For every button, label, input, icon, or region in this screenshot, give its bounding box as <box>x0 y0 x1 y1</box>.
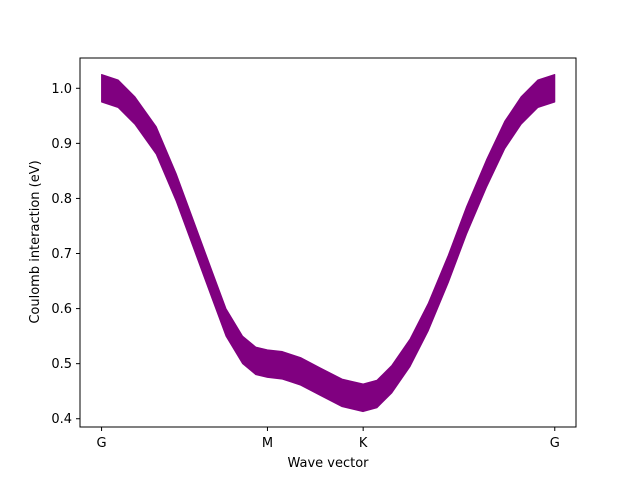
y-tick-label: 0.8 <box>51 192 72 207</box>
x-axis-label: Wave vector <box>287 456 369 471</box>
axes-frame <box>79 57 577 428</box>
y-tick-label: 0.4 <box>51 412 72 427</box>
x-tick-label: G <box>97 436 107 451</box>
x-tick-label: K <box>359 436 368 451</box>
y-axis: 0.4 0.5 0.6 0.7 0.8 0.9 1.0 <box>51 82 80 427</box>
x-tick-label: M <box>262 436 273 451</box>
band-series-0 <box>101 74 556 413</box>
y-tick-label: 1.0 <box>51 82 72 97</box>
y-tick-label: 0.5 <box>51 357 72 372</box>
plot-area <box>101 74 556 413</box>
y-axis-label: Coulomb interaction (eV) <box>28 160 43 323</box>
y-tick-label: 0.9 <box>51 137 72 152</box>
y-tick-label: 0.6 <box>51 302 72 317</box>
y-tick-label: 0.7 <box>51 247 72 262</box>
x-tick-label: G <box>550 436 560 451</box>
